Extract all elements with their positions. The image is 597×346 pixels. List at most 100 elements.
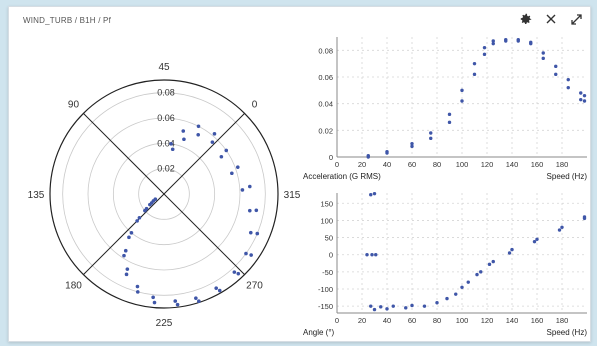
- y-axis-title: Angle (°): [303, 328, 335, 337]
- data-point: [535, 237, 539, 241]
- polar-chart: 0.02 0.04 0.06 0.08 45 0 315 270 225 180 135 90: [28, 62, 301, 329]
- polar-angle-label: 270: [246, 281, 263, 292]
- y-axis-title: Acceleration (G RMS): [303, 172, 381, 181]
- gear-icon[interactable]: [518, 11, 534, 27]
- data-point: [374, 253, 378, 257]
- polar-data-point: [170, 147, 175, 152]
- data-point: [460, 99, 464, 103]
- data-point: [479, 270, 483, 274]
- chart-panel: WIND_TURB / B1H / Pf 0.02 0.04 0.06 0.08 45 0…: [8, 6, 591, 342]
- polar-grid-ring: [62, 92, 266, 296]
- x-tick-label: 100: [456, 316, 469, 325]
- data-point: [491, 41, 495, 46]
- polar-angle-label: 315: [284, 190, 301, 201]
- x-tick-label: 80: [433, 160, 441, 169]
- data-point: [582, 99, 587, 103]
- y-tick-label: 0.02: [318, 126, 333, 135]
- data-point: [554, 64, 558, 69]
- x-tick-label: 0: [335, 160, 339, 169]
- data-point: [510, 247, 514, 252]
- data-point: [516, 39, 520, 43]
- polar-data-point: [135, 284, 140, 289]
- polar-data-point: [175, 302, 180, 307]
- x-tick-label: 180: [556, 160, 569, 169]
- x-tick-label: 20: [358, 316, 366, 325]
- data-point: [491, 39, 495, 43]
- data-point: [410, 141, 414, 146]
- data-point: [366, 155, 370, 159]
- data-point: [541, 56, 545, 61]
- polar-data-point: [181, 129, 186, 133]
- data-point: [566, 77, 570, 82]
- data-point: [445, 296, 449, 301]
- polar-data-point: [129, 231, 134, 235]
- polar-data-point: [196, 132, 200, 137]
- x-tick-label: 60: [408, 316, 416, 325]
- polar-data-point: [248, 230, 253, 235]
- panel-toolbar: [518, 11, 584, 27]
- polar-data-point: [182, 137, 186, 142]
- data-point: [460, 285, 464, 289]
- x-tick-label: 0: [335, 316, 339, 325]
- data-point: [472, 61, 477, 66]
- data-point: [369, 193, 373, 197]
- data-point: [429, 131, 433, 135]
- polar-data-point: [153, 197, 158, 202]
- data-point: [385, 151, 389, 155]
- polar-data-point: [210, 140, 215, 144]
- y-tick-label: 150: [320, 199, 333, 208]
- data-point: [541, 51, 545, 55]
- polar-data-point: [149, 201, 154, 205]
- data-point: [582, 216, 587, 221]
- y-tick-label: 0.04: [318, 100, 333, 109]
- y-tick-label: 0: [329, 153, 333, 162]
- data-point: [472, 72, 477, 77]
- polar-data-point: [122, 253, 126, 258]
- polar-data-point: [224, 148, 229, 153]
- data-point: [447, 120, 452, 125]
- polar-data-point: [219, 154, 224, 159]
- data-point: [369, 304, 373, 308]
- polar-data-point: [254, 208, 259, 213]
- data-point: [475, 272, 479, 277]
- polar-grid-ring: [112, 142, 216, 246]
- polar-data-point: [137, 215, 142, 220]
- breadcrumb: WIND_TURB / B1H / Pf: [23, 16, 112, 25]
- polar-outer-ring: [49, 79, 279, 309]
- data-point: [466, 280, 470, 284]
- data-point: [365, 253, 369, 257]
- polar-data-point: [144, 206, 149, 211]
- data-point: [370, 253, 374, 257]
- x-tick-label: 140: [506, 316, 519, 325]
- y-tick-label: 50: [325, 234, 333, 243]
- polar-data-point: [124, 272, 129, 277]
- polar-data-point: [135, 290, 140, 294]
- data-point: [372, 191, 377, 196]
- polar-data-point: [123, 248, 128, 253]
- polar-angle-label: 180: [65, 281, 82, 292]
- data-point: [579, 91, 583, 95]
- angle-chart: 0 20 40 60 80 100 120 140 160 180 -150 -100 -50 0 50 10…: [303, 191, 587, 337]
- polar-data-point: [232, 270, 237, 274]
- polar-data-point: [197, 299, 201, 304]
- polar-radial-tick-label: 0.04: [157, 138, 175, 148]
- data-point: [447, 112, 452, 117]
- x-tick-label: 60: [408, 160, 416, 169]
- x-tick-label: 160: [531, 160, 544, 169]
- polar-data-point: [236, 271, 241, 276]
- data-point: [429, 136, 433, 141]
- polar-angle-label: 0: [252, 99, 258, 110]
- data-point: [410, 144, 414, 149]
- polar-axis-line: [83, 113, 245, 275]
- data-point: [404, 306, 408, 310]
- polar-radial-tick-label: 0.08: [157, 88, 175, 98]
- close-icon[interactable]: [543, 11, 559, 27]
- x-tick-label: 140: [506, 160, 519, 169]
- x-tick-label: 80: [433, 316, 441, 325]
- expand-icon[interactable]: [568, 11, 584, 27]
- y-tick-label: -150: [318, 302, 333, 311]
- data-point: [482, 45, 487, 50]
- polar-data-point: [135, 219, 139, 223]
- polar-grid-ring: [87, 117, 241, 271]
- polar-data-point: [173, 299, 178, 303]
